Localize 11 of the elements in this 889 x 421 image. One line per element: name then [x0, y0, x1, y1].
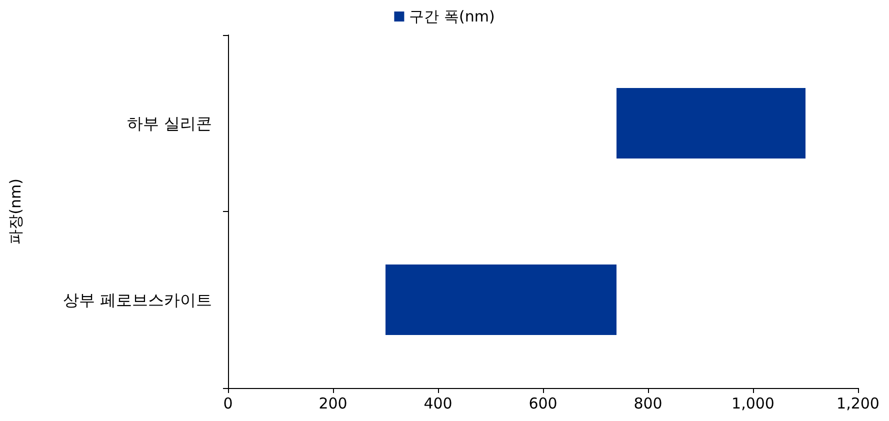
x-tick-label: 1,000	[732, 394, 774, 412]
y-axis-title: 파장(nm)	[6, 178, 24, 244]
x-tick-label: 800	[634, 394, 662, 412]
x-tick-label: 600	[528, 394, 558, 412]
x-tick-label: 1,200	[836, 394, 880, 412]
x-tick-label: 200	[318, 394, 348, 412]
x-tick-label: 0	[223, 394, 233, 412]
y-tick-label: 하부 실리콘	[126, 114, 212, 133]
x-tick-label: 400	[424, 394, 452, 412]
y-tick-label: 상부 페로브스카이트	[62, 290, 212, 310]
legend-label: 구간 폭(nm)	[409, 8, 495, 26]
